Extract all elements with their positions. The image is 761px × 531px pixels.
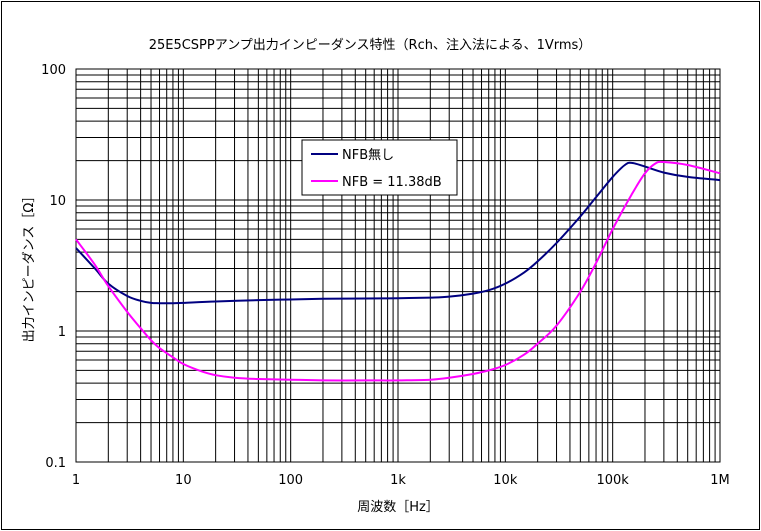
- legend-label-nfb-on: NFB = 11.38dB: [342, 175, 442, 190]
- x-axis-label: 周波数［Hz］: [357, 500, 439, 515]
- x-tick-label: 100k: [596, 473, 629, 488]
- series-line-1: [75, 160, 721, 382]
- plot-area: [75, 68, 721, 463]
- x-tick-label: 1: [72, 473, 80, 488]
- series-layer: [75, 160, 721, 382]
- x-tick-label: 10k: [493, 473, 518, 488]
- y-tick-labels: 0.1 1 10 100: [41, 63, 66, 471]
- y-tick-label: 1: [58, 325, 66, 340]
- x-tick-label: 1k: [390, 473, 406, 488]
- x-tick-label: 100: [278, 473, 303, 488]
- legend-label-nfb-off: NFB無し: [342, 148, 394, 163]
- legend-box: [301, 139, 458, 196]
- y-tick-label: 100: [41, 63, 66, 78]
- legend: NFB無し NFB = 11.38dB: [301, 139, 458, 196]
- y-tick-label: 0.1: [45, 456, 66, 471]
- chart-title: 25E5CSPPアンプ出力インピーダンス特性（Rch、注入法による、1Vrms）: [149, 38, 592, 53]
- y-tick-label: 10: [49, 194, 66, 209]
- x-tick-labels: 1 10 100 1k 10k 100k 1M: [72, 473, 730, 488]
- x-tick-label: 1M: [710, 473, 730, 488]
- series-line-0: [75, 161, 721, 305]
- y-axis-label: 出力インピーダンス［Ω］: [22, 190, 37, 343]
- x-tick-label: 10: [175, 473, 192, 488]
